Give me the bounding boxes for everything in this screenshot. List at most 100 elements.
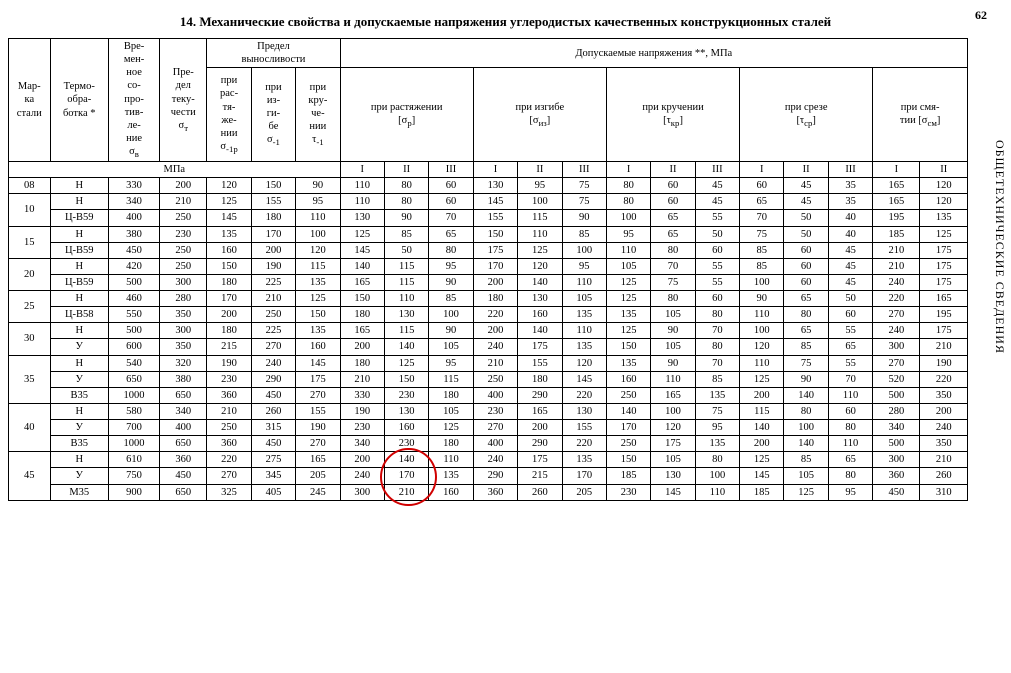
cell-value: 135 xyxy=(920,210,968,226)
cell-value: 210 xyxy=(920,452,968,468)
cell-value: 110 xyxy=(518,226,562,242)
cell-value: 185 xyxy=(606,468,650,484)
cell-value: 80 xyxy=(429,242,473,258)
cell-value: 400 xyxy=(473,436,517,452)
cell-value: 270 xyxy=(296,387,340,403)
col-marka: Мар-кастали xyxy=(9,39,51,162)
cell-value: 180 xyxy=(518,371,562,387)
cell-value: 105 xyxy=(429,339,473,355)
cell-value: 290 xyxy=(251,371,295,387)
cell-value: 135 xyxy=(606,355,650,371)
cell-value: 220 xyxy=(562,387,606,403)
table-row: 10Н3402101251559511080601451007580604565… xyxy=(9,194,968,210)
cell-termo: Н xyxy=(50,226,108,242)
cell-value: 95 xyxy=(518,178,562,194)
cell-value: 110 xyxy=(740,307,784,323)
cell-value: 80 xyxy=(695,452,739,468)
cell-value: 260 xyxy=(920,468,968,484)
cell-value: 90 xyxy=(296,178,340,194)
cell-value: 140 xyxy=(740,420,784,436)
cell-value: 205 xyxy=(562,484,606,500)
cell-value: 160 xyxy=(429,484,473,500)
cell-value: 45 xyxy=(784,178,828,194)
cell-value: 170 xyxy=(207,291,251,307)
cell-value: 60 xyxy=(429,178,473,194)
cell-value: 360 xyxy=(207,436,251,452)
table-row: В351000650360450270330230180400290220250… xyxy=(9,387,968,403)
roman-2: III xyxy=(429,162,473,178)
cell-termo: Н xyxy=(50,452,108,468)
cell-value: 250 xyxy=(606,436,650,452)
cell-value: 145 xyxy=(473,194,517,210)
cell-value: 185 xyxy=(740,484,784,500)
cell-value: 95 xyxy=(695,420,739,436)
cell-value: 290 xyxy=(518,387,562,403)
cell-value: 300 xyxy=(160,323,207,339)
cell-value: 215 xyxy=(207,339,251,355)
cell-value: 85 xyxy=(695,371,739,387)
cell-marka: 25 xyxy=(9,291,51,323)
cell-value: 400 xyxy=(160,420,207,436)
cell-value: 150 xyxy=(340,291,384,307)
cell-value: 115 xyxy=(384,258,428,274)
cell-value: 210 xyxy=(160,194,207,210)
cell-value: 80 xyxy=(606,178,650,194)
cell-value: 450 xyxy=(251,436,295,452)
cell-value: 55 xyxy=(695,210,739,226)
cell-value: 80 xyxy=(784,403,828,419)
cell-value: 160 xyxy=(606,371,650,387)
cell-value: 110 xyxy=(740,355,784,371)
cell-value: 180 xyxy=(340,355,384,371)
cell-termo: Н xyxy=(50,178,108,194)
cell-termo: М35 xyxy=(50,484,108,500)
cell-termo: В35 xyxy=(50,436,108,452)
cell-termo: У xyxy=(50,468,108,484)
cell-value: 220 xyxy=(920,371,968,387)
cell-value: 125 xyxy=(296,291,340,307)
cell-value: 650 xyxy=(108,371,159,387)
cell-value: 450 xyxy=(108,242,159,258)
cell-value: 125 xyxy=(784,484,828,500)
cell-value: 115 xyxy=(384,274,428,290)
cell-value: 60 xyxy=(828,403,872,419)
cell-value: 340 xyxy=(108,194,159,210)
table-row: 40Н5803402102601551901301052301651301401… xyxy=(9,403,968,419)
cell-value: 80 xyxy=(695,307,739,323)
cell-value: 240 xyxy=(920,420,968,436)
cell-value: 120 xyxy=(920,194,968,210)
cell-value: 500 xyxy=(108,274,159,290)
cell-value: 900 xyxy=(108,484,159,500)
cell-value: 75 xyxy=(784,355,828,371)
cell-value: 135 xyxy=(562,307,606,323)
cell-termo: Ц-В58 xyxy=(50,307,108,323)
cell-termo: У xyxy=(50,420,108,436)
cell-value: 45 xyxy=(828,258,872,274)
cell-value: 115 xyxy=(429,371,473,387)
cell-value: 35 xyxy=(828,178,872,194)
cell-value: 165 xyxy=(651,387,695,403)
roman-12: I xyxy=(873,162,920,178)
cell-value: 55 xyxy=(695,258,739,274)
cell-value: 125 xyxy=(740,452,784,468)
table-row: У600350215270160200140105240175135150105… xyxy=(9,339,968,355)
cell-value: 110 xyxy=(828,436,872,452)
cell-value: 200 xyxy=(518,420,562,436)
page-number: 62 xyxy=(975,8,987,23)
cell-value: 140 xyxy=(518,323,562,339)
cell-termo: У xyxy=(50,339,108,355)
cell-value: 135 xyxy=(562,452,606,468)
col-endurance: Пределвыносливости xyxy=(207,39,340,68)
cell-value: 1000 xyxy=(108,387,159,403)
cell-value: 175 xyxy=(651,436,695,452)
table-row: У700400250315190230160125270200155170120… xyxy=(9,420,968,436)
cell-value: 170 xyxy=(606,420,650,436)
cell-value: 60 xyxy=(651,178,695,194)
cell-value: 130 xyxy=(651,468,695,484)
cell-value: 140 xyxy=(518,274,562,290)
cell-value: 150 xyxy=(296,307,340,323)
cell-value: 55 xyxy=(695,274,739,290)
cell-value: 190 xyxy=(207,355,251,371)
cell-value: 150 xyxy=(207,258,251,274)
cell-value: 165 xyxy=(296,452,340,468)
cell-termo: В35 xyxy=(50,387,108,403)
